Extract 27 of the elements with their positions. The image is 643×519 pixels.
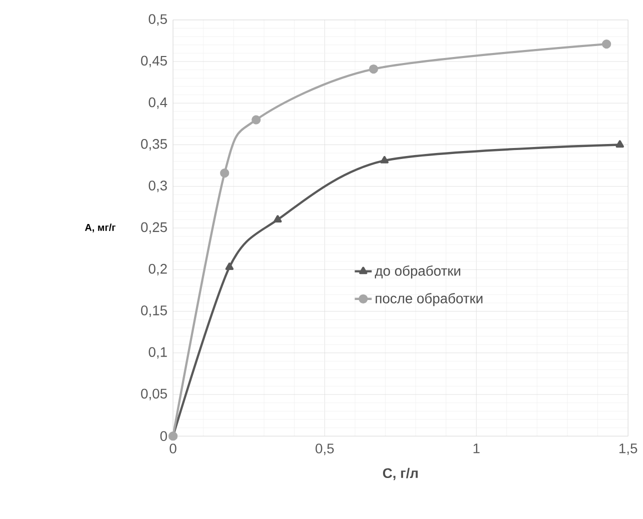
y-tick-label: 0,1 <box>148 347 167 359</box>
x-tick-label: 1 <box>474 444 480 454</box>
y-tick-label: 0 <box>160 431 167 442</box>
y-tick-label: 0,05 <box>141 388 167 400</box>
y-tick-label: 0,5 <box>148 14 167 26</box>
x-tick-label: 0,5 <box>316 444 334 456</box>
point <box>220 168 230 178</box>
y-tick-label: 0,35 <box>141 139 167 151</box>
y-tick-label: 0,45 <box>141 56 167 68</box>
y-tick-label: 0,4 <box>148 98 168 110</box>
point <box>225 262 234 270</box>
y-axis-title: A, мг/г <box>84 224 116 232</box>
legend-label: после обработки <box>376 293 482 306</box>
y-tick-label: 0,2 <box>148 264 167 276</box>
point <box>616 140 624 148</box>
legend-label: до обработки <box>374 266 460 279</box>
x-tick-label: 0 <box>170 444 176 454</box>
x-axis-title: C, г/л <box>383 468 418 480</box>
point <box>380 156 389 164</box>
x-tick-label: 1,5 <box>619 444 638 456</box>
point <box>368 64 378 74</box>
point <box>274 215 282 223</box>
y-tick-label: 0,3 <box>148 180 167 192</box>
y-tick-label: 0,25 <box>141 222 167 234</box>
y-tick-label: 0,15 <box>141 306 167 318</box>
point <box>602 40 612 49</box>
point <box>252 115 261 124</box>
